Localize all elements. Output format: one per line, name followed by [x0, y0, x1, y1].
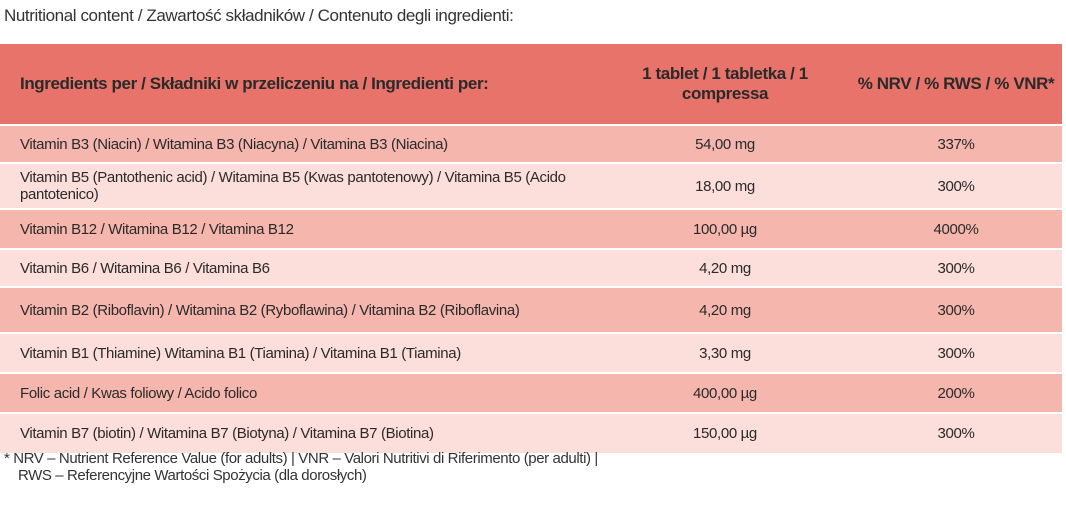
table-cell: 200%	[850, 372, 1062, 413]
table-row: Vitamin B1 (Thiamine) Witamina B1 (Tiami…	[0, 332, 1062, 373]
table-row: Vitamin B3 (Niacin) / Witamina B3 (Niacy…	[0, 124, 1062, 163]
table-cell: 4,20 mg	[600, 248, 850, 287]
table-cell: Vitamin B12 / Witamina B12 / Vitamina B1…	[0, 208, 600, 249]
table-cell: 3,30 mg	[600, 332, 850, 373]
table-cell: Vitamin B5 (Pantothenic acid) / Witamina…	[0, 162, 600, 209]
nutrition-table: Ingredients per / Składniki w przeliczen…	[0, 44, 1062, 453]
title: Nutritional content / Zawartość składnik…	[4, 6, 514, 25]
table-cell: 54,00 mg	[600, 124, 850, 163]
table-cell: 400,00 µg	[600, 372, 850, 413]
table-cell: 4,20 mg	[600, 286, 850, 333]
header-cell: Ingredients per / Składniki w przeliczen…	[0, 44, 600, 125]
table-row: Vitamin B5 (Pantothenic acid) / Witamina…	[0, 162, 1062, 209]
table-cell: 300%	[850, 412, 1062, 453]
table-row: Folic acid / Kwas foliowy / Acido folico…	[0, 372, 1062, 413]
table-cell: 4000%	[850, 208, 1062, 249]
table-cell: Vitamin B1 (Thiamine) Witamina B1 (Tiami…	[0, 332, 600, 373]
table-cell: 300%	[850, 286, 1062, 333]
table-cell: 337%	[850, 124, 1062, 163]
table-cell: 300%	[850, 332, 1062, 373]
table-cell: Vitamin B7 (biotin) / Witamina B7 (Bioty…	[0, 412, 600, 453]
footnote-line: RWS – Referencyjne Wartości Spożycia (dl…	[18, 467, 367, 484]
table-cell: Folic acid / Kwas foliowy / Acido folico	[0, 372, 600, 413]
header-row: Ingredients per / Składniki w przeliczen…	[0, 44, 1062, 125]
footnote: * NRV – Nutrient Reference Value (for ad…	[4, 450, 598, 484]
table-cell: 18,00 mg	[600, 162, 850, 209]
table-row: Vitamin B12 / Witamina B12 / Vitamina B1…	[0, 208, 1062, 249]
footnote-line: * NRV – Nutrient Reference Value (for ad…	[4, 450, 598, 467]
table-cell: Vitamin B2 (Riboflavin) / Witamina B2 (R…	[0, 286, 600, 333]
table-cell: Vitamin B3 (Niacin) / Witamina B3 (Niacy…	[0, 124, 600, 163]
table-cell: 150,00 µg	[600, 412, 850, 453]
table-cell: 300%	[850, 248, 1062, 287]
table-cell: 100,00 µg	[600, 208, 850, 249]
table-row: Vitamin B2 (Riboflavin) / Witamina B2 (R…	[0, 286, 1062, 333]
header-cell: % NRV / % RWS / % VNR*	[850, 44, 1062, 125]
table-cell: Vitamin B6 / Witamina B6 / Vitamina B6	[0, 248, 600, 287]
table-cell: 300%	[850, 162, 1062, 209]
table-row: Vitamin B7 (biotin) / Witamina B7 (Bioty…	[0, 412, 1062, 453]
header-cell: 1 tablet / 1 tabletka / 1 compressa	[600, 44, 850, 125]
table-row: Vitamin B6 / Witamina B6 / Vitamina B6 4,…	[0, 248, 1062, 287]
